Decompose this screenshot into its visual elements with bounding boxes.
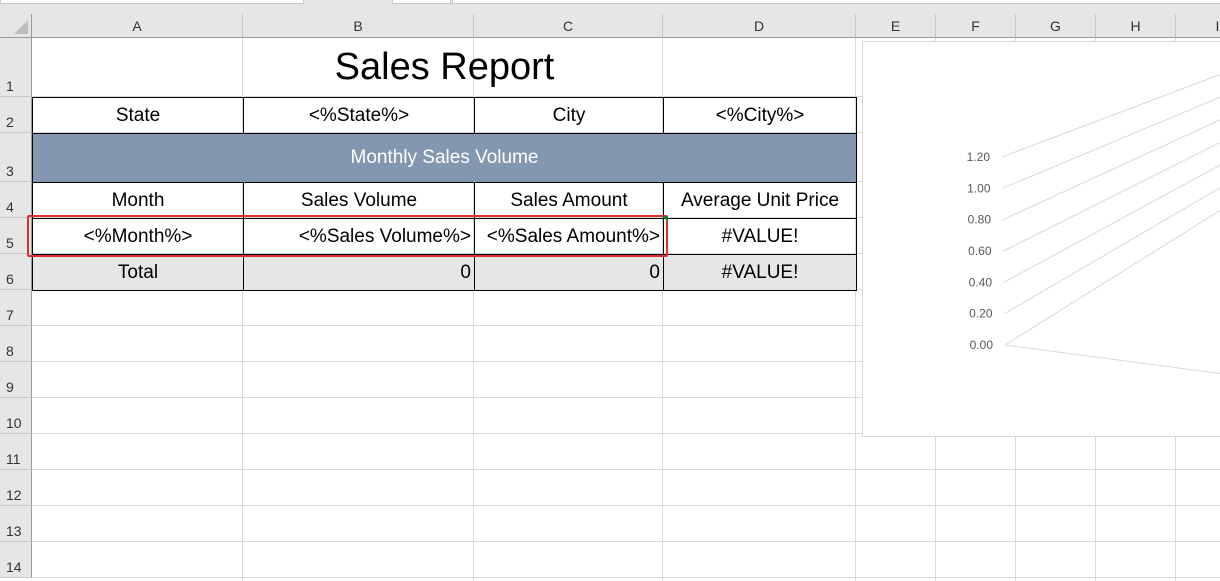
gridline: [32, 433, 1220, 434]
total-sales-amount-cell[interactable]: 0: [474, 254, 664, 291]
column-header-G[interactable]: G: [1016, 14, 1096, 38]
gridline: [473, 38, 474, 581]
row-header-4[interactable]: 4: [0, 182, 32, 218]
column-header-B[interactable]: B: [243, 14, 474, 38]
y-tick-label: 0.80: [968, 213, 992, 227]
y-tick-label: 0.20: [969, 307, 993, 321]
section-title-cell[interactable]: Monthly Sales Volume: [32, 133, 857, 183]
gridline: [242, 38, 243, 581]
chart-floor-axis: [1004, 344, 1220, 374]
header-sales-volume[interactable]: Sales Volume: [243, 182, 475, 219]
column-header-E[interactable]: E: [856, 14, 936, 38]
gridline: [32, 505, 1220, 506]
chart-gridline: [1003, 164, 1220, 283]
name-box[interactable]: [0, 0, 304, 4]
row-header-14[interactable]: 14: [0, 542, 32, 578]
formula-control[interactable]: [392, 0, 451, 4]
row-header-3[interactable]: 3: [0, 133, 32, 182]
row-header-9[interactable]: 9: [0, 362, 32, 398]
column-header-I[interactable]: I: [1176, 14, 1220, 38]
column-header-H[interactable]: H: [1096, 14, 1176, 38]
y-tick-label: 1.00: [967, 181, 991, 195]
state-label-cell[interactable]: State: [32, 97, 244, 134]
error-indicator-icon: [662, 216, 668, 222]
column-header-C[interactable]: C: [474, 14, 663, 38]
chart-gridline: [1004, 187, 1220, 315]
chart-gridline: [1002, 96, 1220, 189]
select-all-button[interactable]: [0, 14, 32, 38]
row-header-6[interactable]: 6: [0, 254, 32, 290]
y-tick-label: 0.60: [968, 244, 992, 258]
gridline: [32, 541, 1220, 542]
total-label-cell[interactable]: Total: [32, 254, 244, 291]
header-sales-amount[interactable]: Sales Amount: [474, 182, 664, 219]
row-header-1[interactable]: 1: [0, 38, 32, 97]
gridline: [662, 38, 663, 581]
row-header-10[interactable]: 10: [0, 398, 32, 434]
total-average-unit-price-cell[interactable]: #VALUE!: [663, 254, 857, 291]
header-average-unit-price[interactable]: Average Unit Price: [663, 182, 857, 219]
total-sales-volume-cell[interactable]: 0: [243, 254, 475, 291]
y-tick-label: 0.40: [969, 275, 993, 289]
column-header-D[interactable]: D: [663, 14, 856, 38]
y-tick-label: 0.00: [970, 338, 994, 352]
row-header-8[interactable]: 8: [0, 326, 32, 362]
formula-bar[interactable]: [452, 0, 1220, 4]
gridline: [32, 96, 1220, 97]
city-value-cell[interactable]: <%City%>: [663, 97, 857, 134]
row-header-11[interactable]: 11: [0, 434, 32, 470]
gridline: [32, 253, 1220, 254]
gridline: [855, 38, 856, 581]
header-month[interactable]: Month: [32, 182, 244, 219]
toolbar-strip: [0, 0, 1220, 14]
gridline: [32, 577, 1220, 578]
chart-gridline: [1004, 209, 1220, 346]
row-header-7[interactable]: 7: [0, 290, 32, 326]
row-header-2[interactable]: 2: [0, 97, 32, 133]
row-header-5[interactable]: 5: [0, 218, 32, 254]
data-average-unit-price-cell[interactable]: #VALUE!: [663, 218, 857, 255]
gridline: [32, 397, 1220, 398]
y-tick-label: 1.20: [967, 150, 991, 164]
state-value-cell[interactable]: <%State%>: [243, 97, 475, 134]
chart-gridline: [1003, 141, 1220, 252]
selection-highlight: [27, 215, 668, 257]
gridline: [32, 469, 1220, 470]
city-label-cell[interactable]: City: [474, 97, 664, 134]
chart-plot: 0.00 0.20 0.40 0.60 0.80 1.00 1.20: [967, 74, 1220, 374]
chart-area[interactable]: 0.00 0.20 0.40 0.60 0.80 1.00 1.20: [862, 41, 1220, 437]
chart-gridline: [1001, 74, 1220, 158]
chart-gridline: [1002, 119, 1220, 221]
gridline: [32, 361, 1220, 362]
row-header-13[interactable]: 13: [0, 506, 32, 542]
gridline: [32, 132, 1220, 133]
row-header-12[interactable]: 12: [0, 470, 32, 506]
report-title[interactable]: Sales Report: [32, 38, 857, 98]
column-header-A[interactable]: A: [32, 14, 243, 38]
gridline: [32, 217, 1220, 218]
gridline: [32, 325, 1220, 326]
column-header-F[interactable]: F: [936, 14, 1016, 38]
